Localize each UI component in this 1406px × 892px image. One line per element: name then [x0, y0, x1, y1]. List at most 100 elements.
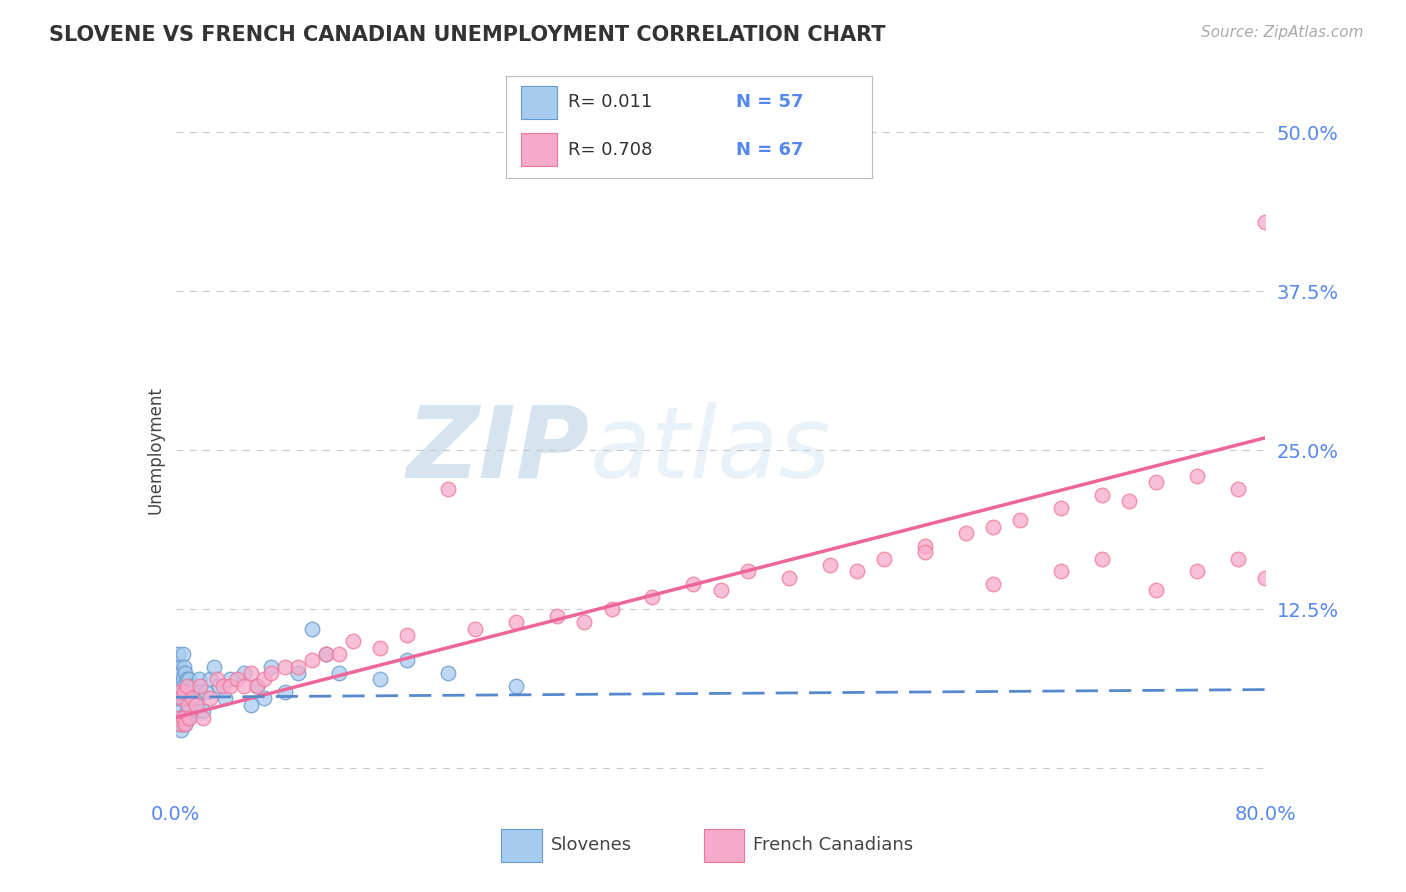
Point — [174, 691, 197, 706]
Point — [170, 691, 193, 706]
Point — [179, 710, 201, 724]
Point — [505, 679, 527, 693]
Point — [287, 666, 309, 681]
Point — [181, 691, 204, 706]
Bar — [501, 829, 541, 863]
Point — [1050, 500, 1073, 515]
Point — [253, 673, 276, 687]
Point — [191, 704, 214, 718]
Point — [166, 659, 188, 673]
Text: atlas: atlas — [591, 402, 831, 499]
Point — [239, 698, 262, 712]
Text: Source: ZipAtlas.com: Source: ZipAtlas.com — [1201, 25, 1364, 40]
Point — [1144, 583, 1167, 598]
Point — [396, 653, 419, 667]
Point — [174, 717, 197, 731]
Point — [170, 723, 193, 738]
Point — [172, 647, 194, 661]
Bar — [520, 87, 557, 119]
Point — [167, 685, 190, 699]
Point — [177, 698, 200, 712]
Point — [179, 673, 201, 687]
Point — [166, 710, 188, 724]
Point — [239, 666, 262, 681]
Point — [167, 717, 190, 731]
Point — [167, 647, 190, 661]
Point — [173, 679, 195, 693]
Point — [205, 673, 228, 687]
Point — [172, 691, 194, 706]
Point — [170, 666, 193, 681]
Point — [1281, 558, 1303, 572]
Y-axis label: Unemployment: Unemployment — [146, 386, 165, 515]
Point — [186, 698, 208, 712]
Point — [287, 659, 309, 673]
Point — [600, 602, 623, 616]
Point — [260, 666, 283, 681]
Point — [437, 666, 460, 681]
Bar — [520, 133, 557, 166]
Point — [212, 679, 235, 693]
Point — [315, 647, 337, 661]
Text: Slovenes: Slovenes — [551, 836, 631, 855]
Point — [169, 717, 191, 731]
Point — [166, 679, 188, 693]
Point — [208, 679, 231, 693]
Point — [173, 659, 195, 673]
Point — [246, 679, 269, 693]
Point — [1050, 564, 1073, 578]
Text: R= 0.011: R= 0.011 — [568, 94, 652, 112]
Point — [546, 608, 568, 623]
Point — [180, 691, 202, 706]
Point — [194, 685, 217, 699]
Text: French Canadians: French Canadians — [754, 836, 912, 855]
Point — [246, 679, 269, 693]
Point — [260, 659, 283, 673]
Point — [173, 685, 195, 699]
Bar — [703, 829, 744, 863]
Point — [641, 590, 664, 604]
Point — [172, 673, 194, 687]
Point — [955, 526, 977, 541]
Point — [188, 685, 211, 699]
Text: N = 57: N = 57 — [737, 94, 804, 112]
Point — [232, 679, 254, 693]
Point — [169, 710, 191, 724]
Point — [818, 558, 841, 572]
Point — [981, 577, 1004, 591]
Point — [172, 717, 194, 731]
Point — [1322, 583, 1344, 598]
Point — [368, 640, 391, 655]
Point — [1187, 564, 1209, 578]
Point — [914, 539, 936, 553]
Point — [170, 691, 193, 706]
Point — [187, 673, 209, 687]
Point — [328, 647, 350, 661]
Point — [574, 615, 596, 630]
Point — [1118, 494, 1140, 508]
Point — [202, 659, 225, 673]
Point — [368, 673, 391, 687]
Point — [198, 673, 221, 687]
Point — [1091, 551, 1114, 566]
Point — [169, 685, 191, 699]
Point — [710, 583, 733, 598]
Point — [226, 673, 249, 687]
Point — [1254, 571, 1277, 585]
Point — [186, 704, 209, 718]
Point — [198, 691, 221, 706]
Point — [172, 710, 194, 724]
Point — [166, 704, 188, 718]
Point — [845, 564, 868, 578]
Point — [167, 691, 190, 706]
Point — [219, 673, 242, 687]
Point — [328, 666, 350, 681]
Point — [274, 685, 297, 699]
Point — [173, 710, 195, 724]
Point — [1010, 513, 1032, 527]
Point — [437, 482, 460, 496]
Point — [191, 710, 214, 724]
Point — [1144, 475, 1167, 490]
Point — [1091, 488, 1114, 502]
Point — [274, 659, 297, 673]
